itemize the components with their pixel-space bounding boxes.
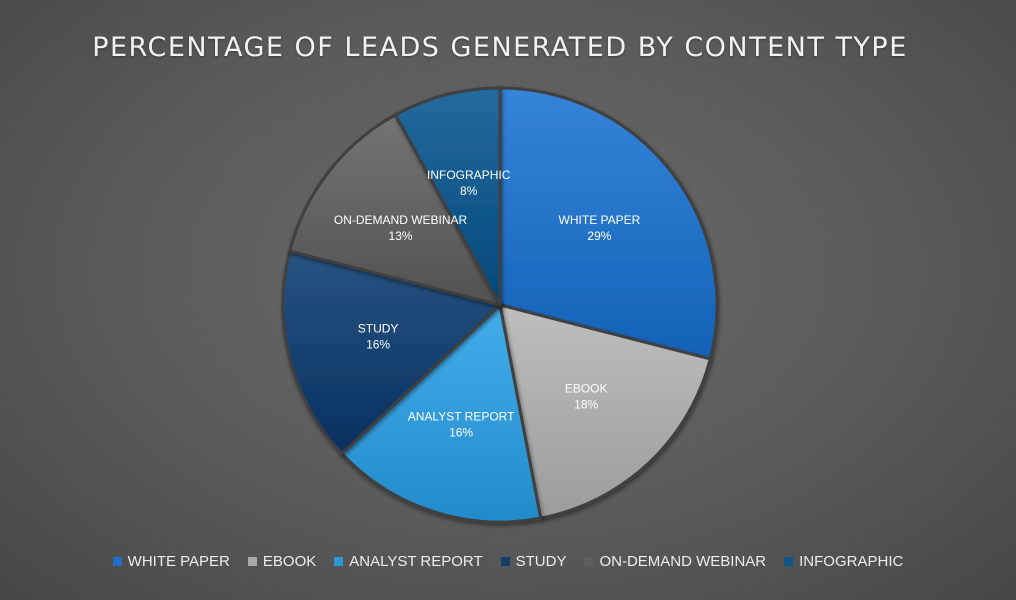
legend-label: EBOOK [262,553,317,570]
data-label-analyst-report: ANALYST REPORT 16% [408,410,515,440]
legend-swatch [112,557,122,566]
legend-label: WHITE PAPER [127,553,230,570]
pie-slice-white-paper [498,86,719,361]
pie-slice-ebook [498,303,712,520]
pie-slice-analyst-report [340,303,543,524]
pie-slice-on-demand-webinar [288,113,502,307]
legend-swatch [784,557,794,566]
pie-data-labels: WHITE PAPER 29% EBOOK 18% ANALYST REPORT 16% S… [334,168,641,440]
legend-item-ebook: EBOOK [247,553,317,570]
chart-title: PERCENTAGE OF LEADS GENERATED BY CONTENT… [92,32,908,63]
legend-swatch [584,557,594,566]
pie-slice-infographic [393,86,502,307]
legend-swatch [247,557,257,566]
data-label-study: STUDY 16% [358,321,399,351]
legend-item-study: STUDY [500,553,567,570]
chart-legend: WHITE PAPER EBOOK ANALYST REPORT STUDY ON-DE… [0,553,1016,570]
legend-item-analyst-report: ANALYST REPORT [334,553,483,570]
legend-item-white-paper: WHITE PAPER [112,553,230,570]
legend-item-infographic: INFOGRAPHIC [784,553,903,570]
pie-slice-study [281,249,502,456]
legend-swatch [334,557,344,566]
legend-label: ANALYST REPORT [349,553,483,570]
legend-swatch [500,557,510,566]
data-label-ebook: EBOOK 18% [565,382,608,412]
pie-slices [281,86,719,524]
data-label-infographic: INFOGRAPHIC 8% [427,168,511,198]
data-label-on-demand-webinar: ON-DEMAND WEBINAR 13% [334,213,468,243]
legend-item-on-demand-webinar: ON-DEMAND WEBINAR [584,553,766,570]
legend-label: STUDY [515,553,567,570]
legend-label: INFOGRAPHIC [799,553,904,570]
legend-label: ON-DEMAND WEBINAR [599,553,767,570]
data-label-white-paper: WHITE PAPER 29% [559,213,641,243]
